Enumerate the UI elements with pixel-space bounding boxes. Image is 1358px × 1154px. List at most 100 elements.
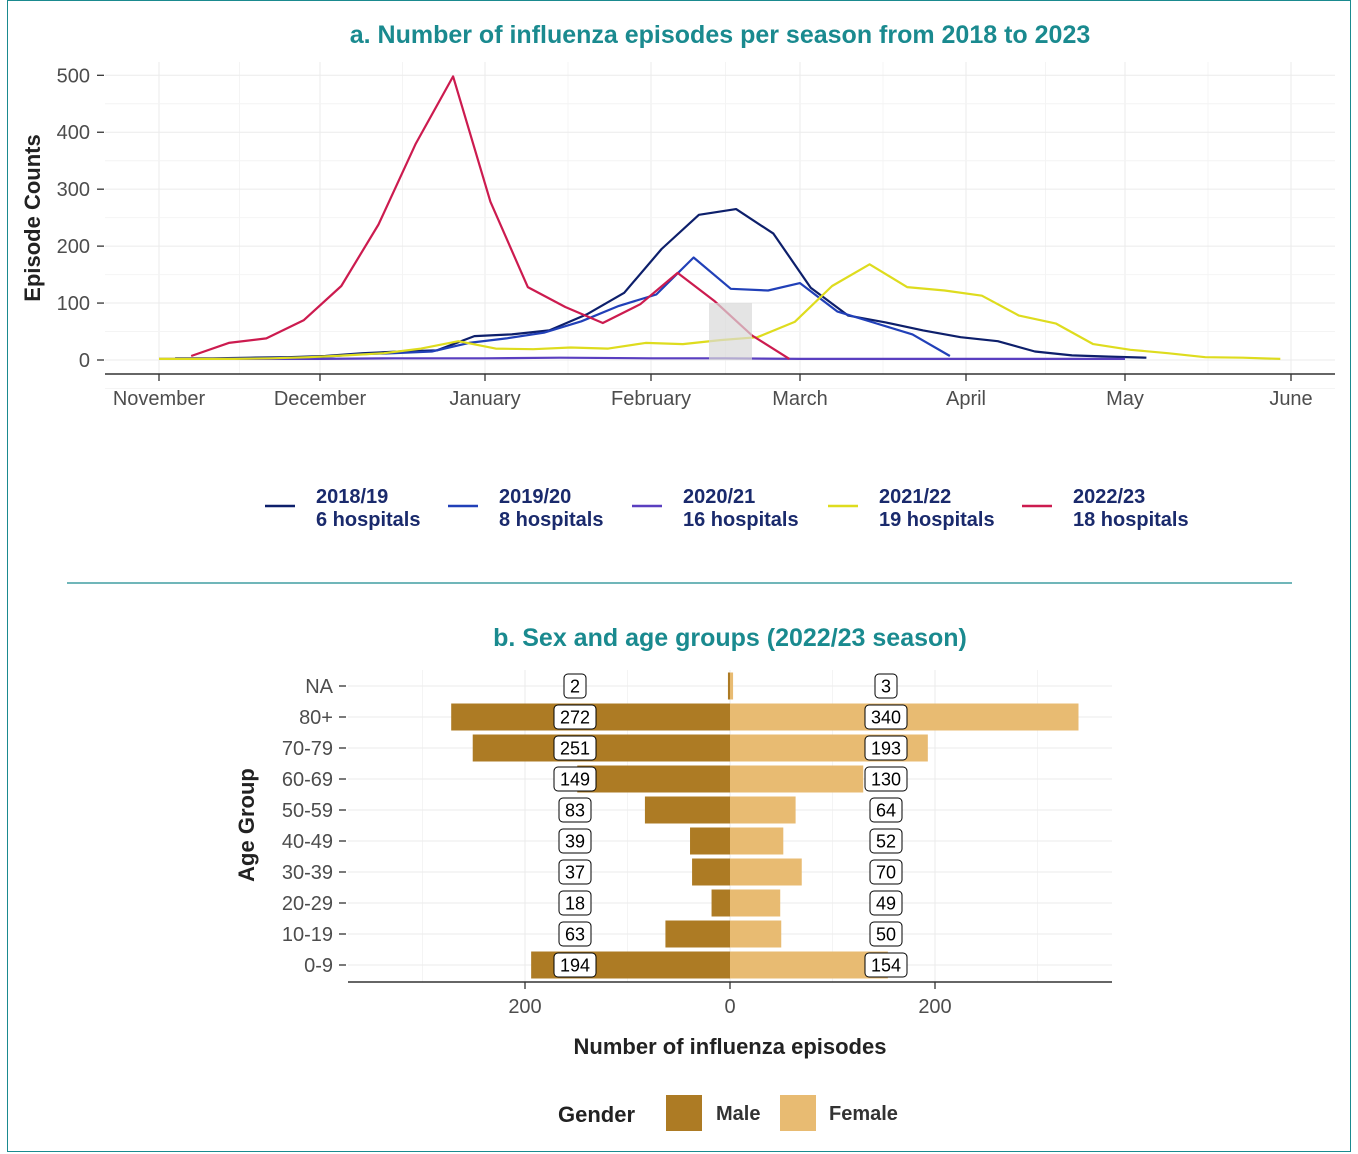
x-tick-label: June	[1269, 388, 1312, 410]
data-label-box-female	[864, 735, 908, 761]
legend-sublabel-2021/22: 19 hospitals	[879, 509, 995, 531]
data-label-box-male	[553, 766, 597, 792]
y-tick-label: 70-79	[282, 738, 333, 760]
y-tick-label: NA	[305, 676, 333, 698]
legend-title: Gender	[558, 1102, 635, 1127]
bar-female-20-29	[730, 889, 781, 917]
y-tick-label: 60-69	[282, 769, 333, 791]
bar-male-50-59	[644, 796, 730, 824]
data-label-box-male	[553, 735, 597, 761]
bar-male-NA	[727, 672, 730, 700]
data-label-box-female	[869, 828, 903, 854]
chart-b-axes: 200 0 200NA80+70-7960-6950-5940-4930-3920-…	[282, 676, 1112, 1018]
y-tick-label: 20-29	[282, 893, 333, 915]
y-tick-label: 300	[57, 179, 90, 201]
data-label-box-female	[864, 766, 908, 792]
data-label-box-male	[558, 797, 592, 823]
data-label-box-male	[553, 952, 597, 978]
chart-a-legend: 2018/196 hospitals 2019/208 hospitals 2020…	[265, 486, 1189, 531]
data-label-male: 2	[570, 677, 580, 697]
data-label-male: 18	[565, 894, 585, 914]
y-axis-label-a: Episode Counts	[20, 134, 45, 301]
data-label-female: 70	[876, 863, 896, 883]
data-label-box-male	[558, 890, 592, 916]
legend-label-2019/20: 2019/20	[499, 486, 571, 508]
y-tick-label: 10-19	[282, 924, 333, 946]
legend-label-2018/19: 2018/19	[316, 486, 388, 508]
data-label-male: 149	[560, 770, 590, 790]
data-label-male: 37	[565, 863, 585, 883]
chart-title-a: a. Number of influenza episodes per seas…	[350, 21, 1091, 49]
data-label-female: 154	[871, 956, 901, 976]
x-tick-label: November	[113, 388, 206, 410]
legend-label-2020/21: 2020/21	[683, 486, 755, 508]
y-tick-label: 0-9	[304, 955, 333, 977]
data-label-box-male	[553, 704, 597, 730]
legend-sublabel-2022/23: 18 hospitals	[1073, 509, 1189, 531]
y-tick-label: 40-49	[282, 831, 333, 853]
bar-male-30-39	[692, 858, 730, 886]
data-label-female: 130	[871, 770, 901, 790]
series-line-2022/23	[190, 75, 790, 360]
y-tick-label: 80+	[299, 707, 333, 729]
bar-female-60-69	[730, 765, 864, 793]
data-label-male: 272	[560, 708, 590, 728]
bar-female-10-19	[730, 920, 782, 948]
chart-title-b: b. Sex and age groups (2022/23 season)	[493, 624, 967, 652]
data-label-male: 194	[560, 956, 590, 976]
legend-sublabel-2019/20: 8 hospitals	[499, 509, 603, 531]
data-label-male: 63	[565, 925, 585, 945]
chart-b-legend: Gender Male Female	[558, 1095, 898, 1131]
data-label-box-female	[869, 859, 903, 885]
y-tick-label: 30-39	[282, 862, 333, 884]
legend-label-2021/22: 2021/22	[879, 486, 951, 508]
data-label-box-female	[864, 704, 908, 730]
data-label-male: 39	[565, 832, 585, 852]
data-label-male: 251	[560, 739, 590, 759]
data-label-male: 83	[565, 801, 585, 821]
legend-key-female	[780, 1095, 816, 1131]
data-label-box-male	[558, 859, 592, 885]
data-label-female: 3	[881, 677, 891, 697]
data-label-box-female	[864, 952, 908, 978]
bar-male-20-29	[711, 889, 730, 917]
line-chart-influenza-episodes: a. Number of influenza episodes per seas…	[20, 21, 1335, 531]
chart-a-axes: 0 100 200 300 400 500 November December January F…	[57, 65, 1335, 410]
data-label-female: 50	[876, 925, 896, 945]
x-tick-label: 0	[724, 996, 735, 1018]
highlight-box	[709, 303, 752, 360]
legend-label-2022/23: 2022/23	[1073, 486, 1145, 508]
series-line-2020/21	[159, 356, 1125, 360]
bar-male-40-49	[690, 827, 730, 855]
legend-sublabel-2018/19: 6 hospitals	[316, 509, 420, 531]
x-tick-label: December	[274, 388, 367, 410]
data-label-box-female	[869, 797, 903, 823]
data-label-female: 49	[876, 894, 896, 914]
bar-female-30-39	[730, 858, 802, 886]
y-axis-label-b: Age Group	[234, 768, 259, 882]
data-label-box-female	[869, 921, 903, 947]
data-label-box-male	[563, 673, 587, 699]
bar-female-50-59	[730, 796, 796, 824]
data-label-box-female	[874, 673, 898, 699]
x-tick-label: 200	[918, 996, 951, 1018]
y-tick-label: 50-59	[282, 800, 333, 822]
bar-male-10-19	[665, 920, 730, 948]
x-tick-label: 200	[508, 996, 541, 1018]
data-label-female: 193	[871, 739, 901, 759]
x-tick-label: January	[449, 388, 520, 410]
y-tick-label: 200	[57, 236, 90, 258]
legend-sublabel-2020/21: 16 hospitals	[683, 509, 799, 531]
bar-female-40-49	[730, 827, 784, 855]
legend-key-male	[666, 1095, 702, 1131]
data-label-female: 340	[871, 708, 901, 728]
bar-male-60-69	[577, 765, 730, 793]
y-tick-label: 400	[57, 122, 90, 144]
legend-label-female: Female	[829, 1103, 898, 1125]
y-tick-label: 500	[57, 65, 90, 87]
bar-male-70-79	[472, 734, 730, 762]
bar-female-0-9	[730, 951, 888, 979]
data-label-box-male	[558, 921, 592, 947]
data-label-female: 52	[876, 832, 896, 852]
